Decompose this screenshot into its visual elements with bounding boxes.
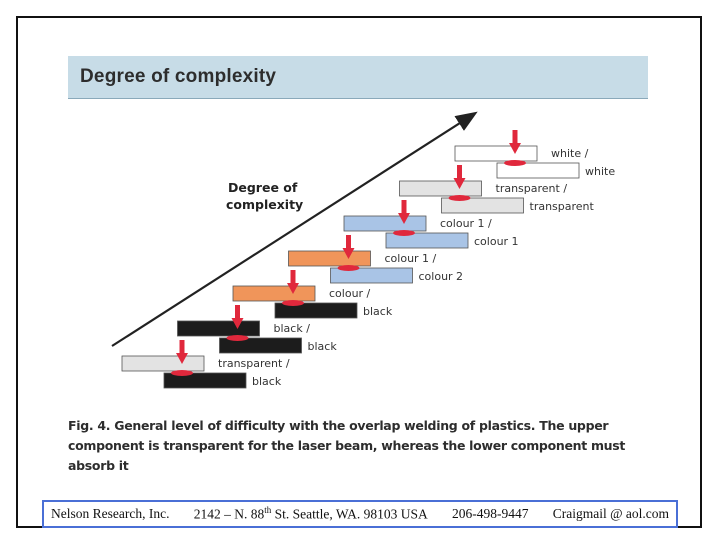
upper-label: black /: [274, 322, 311, 335]
weld-spot: [337, 265, 360, 271]
weld-spot: [282, 300, 304, 306]
footer-address-pre: 2142 – N. 88: [193, 506, 265, 522]
laser-beam: [346, 235, 351, 251]
lower-component: [219, 337, 302, 354]
lower-label: colour 2: [419, 270, 464, 283]
lower-component: [163, 372, 247, 389]
upper-label: colour /: [329, 287, 371, 300]
laser-arrow-icon: [398, 213, 410, 224]
footer-address-post: St. Seattle, WA. 98103 USA: [271, 506, 428, 522]
axis-label-line2: complexity: [226, 197, 303, 212]
lower-label: black: [363, 305, 393, 318]
weld-spot: [448, 195, 471, 201]
welding-step-5: colour 1 / colour 1: [343, 200, 519, 249]
laser-arrow-icon: [342, 248, 355, 259]
laser-beam: [179, 340, 185, 356]
figure: Degree of complexity Degree of complexit…: [68, 56, 648, 473]
upper-label: colour 1 /: [440, 217, 492, 230]
weld-spot: [226, 335, 249, 341]
lower-label: white: [585, 165, 615, 178]
lower-label: transparent: [530, 200, 595, 213]
laser-beam: [457, 165, 462, 181]
upper-component: [399, 180, 482, 197]
upper-label: transparent /: [496, 182, 568, 195]
laser-arrow-icon: [287, 283, 299, 294]
welding-step-3: colour / black: [232, 270, 393, 319]
axis-label-line1: Degree of: [228, 180, 298, 195]
upper-label: transparent /: [218, 357, 290, 370]
upper-component: [177, 320, 260, 337]
laser-beam: [401, 200, 407, 216]
laser-arrow-icon: [231, 318, 244, 329]
upper-label: colour 1 /: [385, 252, 437, 265]
lower-component: [385, 232, 469, 249]
lower-component: [330, 267, 413, 284]
upper-component: [343, 215, 427, 232]
lower-component: [274, 302, 358, 319]
welding-step-1: transparent / black: [121, 340, 290, 389]
figure-title: Degree of complexity: [80, 66, 277, 87]
laser-arrow-icon: [509, 143, 521, 154]
complexity-arrow: [111, 111, 478, 347]
welding-step-7: white / white: [454, 130, 615, 179]
figure-header: Degree of complexity: [68, 56, 648, 99]
upper-component: [288, 250, 371, 267]
footer-phone: 206-498-9447: [451, 506, 529, 521]
upper-component: [121, 355, 205, 372]
weld-spot: [393, 230, 415, 236]
welding-step-2: black / black: [177, 305, 338, 354]
laser-arrow-icon: [176, 353, 188, 364]
complexity-diagram: Degree of complexity transparent /blackb…: [111, 111, 615, 389]
laser-beam: [235, 305, 240, 321]
upper-label: white /: [551, 147, 589, 160]
footer-company: Nelson Research, Inc.: [51, 506, 170, 521]
laser-beam: [512, 130, 518, 146]
upper-component: [232, 285, 316, 302]
footer-email: Craigmail @ aol.com: [552, 506, 669, 521]
figure-caption: Fig. 4. General level of difficulty with…: [68, 418, 626, 473]
steps-layer: transparent / black black / black colour / bl…: [121, 130, 615, 389]
laser-arrow-icon: [453, 178, 466, 189]
footer-address-sup: th: [264, 505, 272, 516]
weld-spot: [504, 160, 526, 166]
lower-label: colour 1: [474, 235, 519, 248]
weld-spot: [171, 370, 193, 376]
footer-address: 2142 – N. 88th St. Seattle, WA. 98103 US…: [194, 505, 428, 523]
lower-label: black: [252, 375, 282, 388]
lower-label: black: [308, 340, 338, 353]
lower-component: [496, 162, 580, 179]
welding-step-6: transparent / transparent: [399, 165, 595, 214]
footer-bar: Nelson Research, Inc. 2142 – N. 88th St.…: [42, 500, 678, 528]
laser-beam: [290, 270, 296, 286]
welding-step-4: colour 1 / colour 2: [288, 235, 464, 284]
upper-component: [454, 145, 538, 162]
lower-component: [441, 197, 524, 214]
